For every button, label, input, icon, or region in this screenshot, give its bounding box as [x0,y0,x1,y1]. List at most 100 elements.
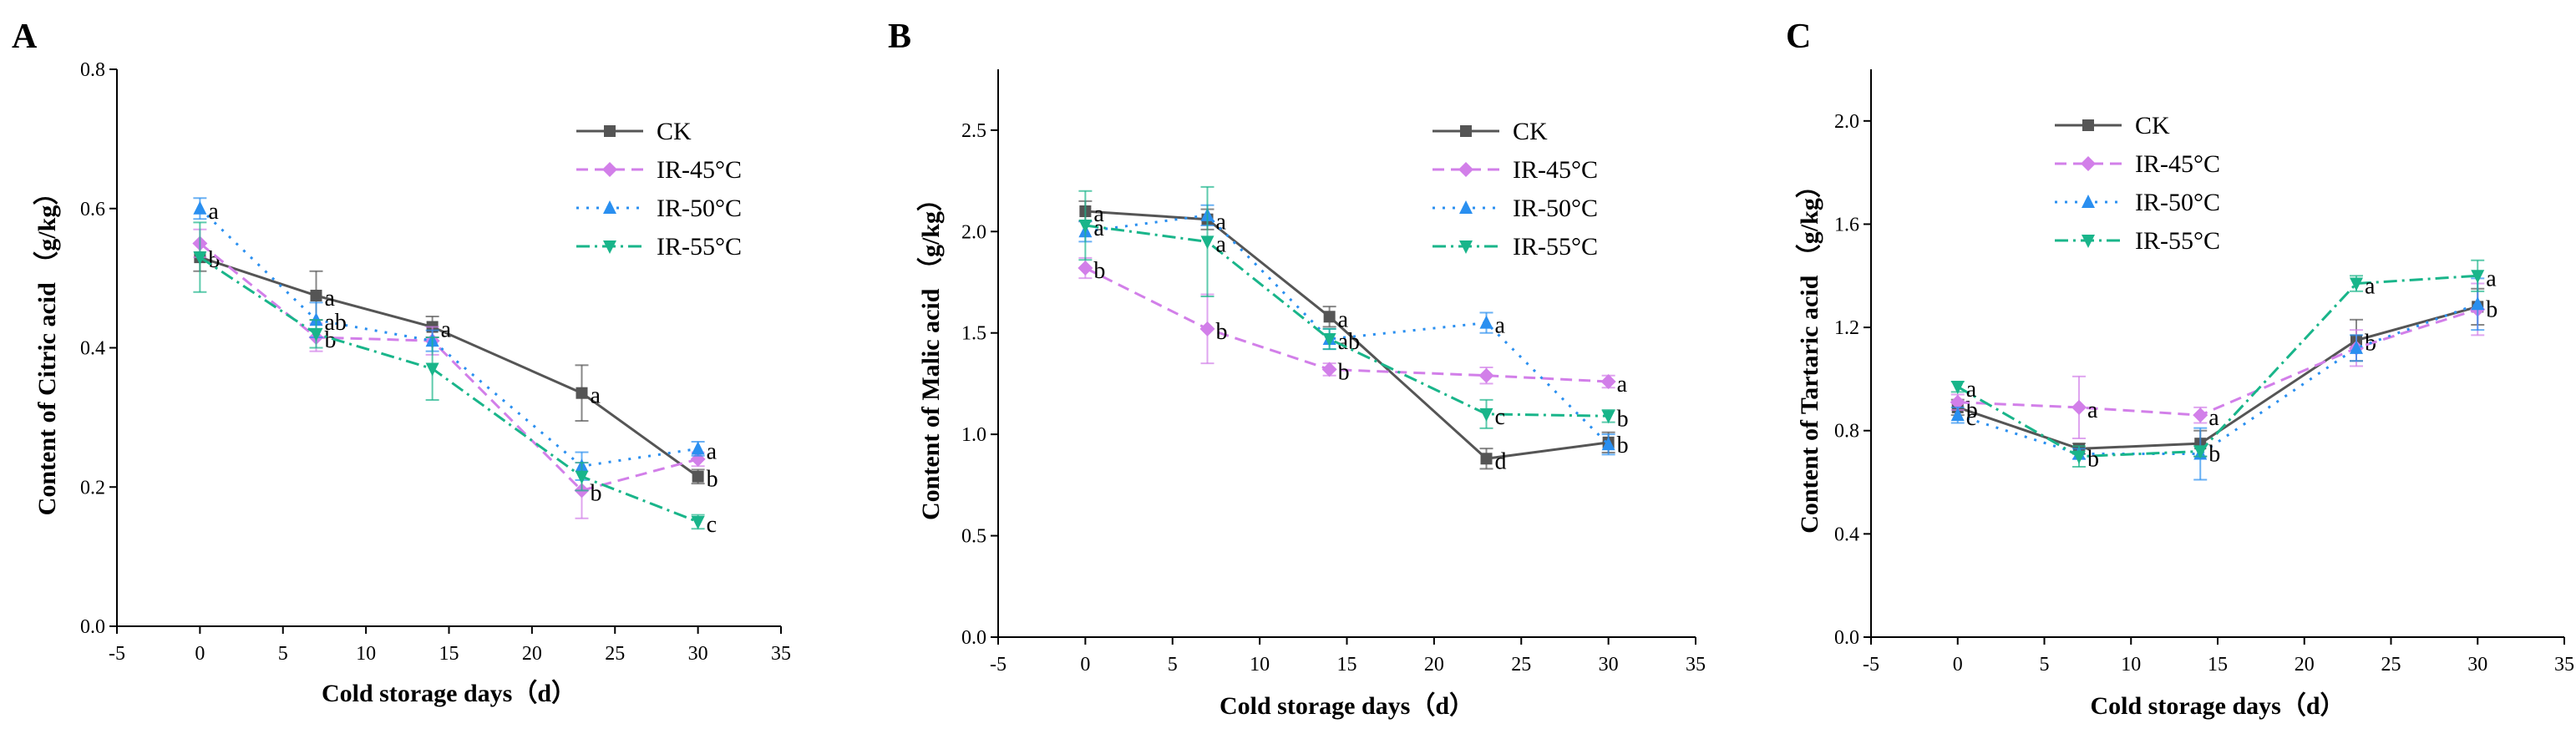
x-tick-label: 30 [1599,654,1619,676]
y-tick-label: 0.2 [80,477,105,499]
x-tick-label: 10 [356,643,376,665]
x-tick-label: 35 [2554,654,2574,676]
legend-label: IR-55°C [657,233,742,261]
data-point [1601,437,1615,451]
significance-label: a [2208,405,2219,431]
panel-label: B [888,18,911,56]
legend-marker [603,240,616,254]
significance-label: a [441,316,452,342]
data-point [2471,296,2485,311]
data-point [692,470,704,483]
legend-marker [2081,156,2096,171]
significance-label: b [325,327,337,353]
y-tick-label: 0.5 [961,526,986,548]
significance-label: a [208,199,219,225]
significance-label: b [2087,447,2099,473]
series-ir-45-c: b b b a [1078,256,1628,397]
series-ir-55-c: c [193,221,717,538]
x-tick-label: 0 [1953,654,1963,676]
legend: CK IR-45°C IR-50°C IR-55°C [2055,112,2220,255]
x-tick-label: 0 [1080,654,1090,676]
x-tick-label: 15 [1337,654,1357,676]
panel-label: C [1786,18,1811,56]
data-point [1199,321,1215,337]
series-line [1957,308,2478,417]
legend-label: IR-45°C [1513,156,1598,184]
significance-label: b [1216,319,1228,345]
data-point [1200,235,1214,250]
legend-marker [603,200,616,214]
legend-label: IR-50°C [2135,189,2220,216]
data-point [193,200,207,215]
data-point [575,470,589,484]
significance-label: a [1617,372,1628,397]
data-point [1323,311,1336,323]
significance-label: a [1495,313,1506,339]
data-point [309,327,323,342]
x-tick-label: 0 [195,643,205,665]
y-tick-label: 1.2 [1834,317,1859,339]
legend-label: IR-55°C [2135,227,2220,255]
data-point [425,362,439,377]
y-axis-title: Content of Citric acid （g/kg） [33,180,61,516]
legend: CK IR-45°C IR-50°C IR-55°C [1433,118,1598,261]
legend-marker [2082,195,2095,208]
x-tick-label: 10 [2121,654,2141,676]
data-point [2193,407,2208,423]
x-tick-label: 5 [1168,654,1178,676]
legend-marker [1460,125,1472,137]
panel-label: A [12,18,38,56]
data-point [2072,450,2086,464]
y-tick-label: 0.8 [1834,421,1859,443]
data-point [1480,453,1493,465]
significance-label: b [2486,296,2497,322]
significance-label: c [1966,405,1976,431]
data-point [1601,410,1615,424]
panel-c: C -5 0 5 10 15 20 25 30 35 0.0 0.4 0.8 1.2 1.6 2.0 Cold … [1786,18,2574,720]
series-line [199,207,698,468]
x-tick-label: 20 [522,643,542,665]
y-tick-label: 0.4 [1834,524,1859,545]
data-point [310,289,322,301]
x-tick-label: 25 [605,643,625,665]
data-point [2350,277,2363,291]
data-point [691,515,705,529]
x-axis-title: Cold storage days（d） [2090,691,2345,720]
significance-label: b [1617,433,1629,458]
x-tick-label: -5 [109,643,125,665]
legend-marker [2082,119,2094,131]
x-tick-label: 10 [1250,654,1270,676]
series-ir-55-c: aac b [1078,185,1629,432]
x-tick-label: 30 [688,643,708,665]
y-tick-label: 0.6 [80,199,105,220]
y-tick-label: 0.0 [1834,627,1859,649]
y-tick-label: 0.0 [961,627,986,649]
data-point [1478,367,1494,383]
significance-label: ab [325,310,347,336]
legend-marker [2082,235,2095,248]
significance-label: a [2365,274,2376,300]
significance-label: a [2087,397,2098,423]
significance-label: a [1338,306,1349,332]
x-tick-label: 25 [2381,654,2401,676]
significance-label: a [2486,266,2497,291]
legend-marker [1459,200,1473,214]
x-tick-label: -5 [1863,654,1879,676]
x-tick-label: 35 [771,643,791,665]
series-ir-45-c: bb [192,228,706,519]
x-tick-label: 30 [2467,654,2487,676]
significance-label: a [325,286,336,311]
significance-label: a [1093,215,1104,241]
y-tick-label: 1.6 [1834,214,1859,235]
legend-label: IR-55°C [1513,233,1598,261]
y-tick-label: 1.5 [961,323,986,345]
data-point [1078,220,1093,233]
significance-label: a [591,383,601,409]
data-point [1950,407,1965,422]
x-tick-label: 15 [2208,654,2228,676]
legend-label: CK [1513,118,1548,145]
significance-label: b [1093,258,1105,284]
legend-label: CK [657,118,692,145]
y-tick-label: 2.0 [961,221,986,243]
